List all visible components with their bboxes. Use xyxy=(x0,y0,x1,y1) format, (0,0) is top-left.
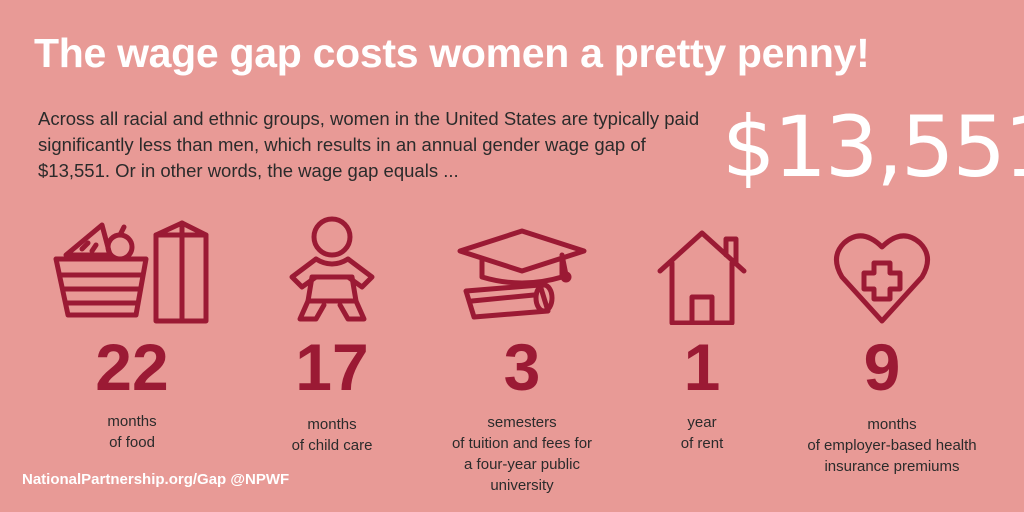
headline: The wage gap costs women a pretty penny! xyxy=(34,30,870,76)
food-icon-wrapper xyxy=(52,215,212,325)
child-care-caption: months of child care xyxy=(262,414,402,456)
health-caption-line: months xyxy=(867,416,917,433)
food-caption-line: of food xyxy=(109,434,155,451)
rent-year-number: 1 xyxy=(683,330,721,404)
child-care-months-number: 17 xyxy=(295,330,369,404)
child-care-caption-line: months xyxy=(307,416,357,433)
health-caption-line: of employer-based health xyxy=(807,437,977,454)
tuition-icon-wrapper xyxy=(452,215,592,325)
child-care-icon-wrapper xyxy=(272,215,392,325)
food-caption-line: months xyxy=(107,413,157,430)
tuition-caption-line: a four-year public xyxy=(464,456,580,473)
wage-gap-amount: $13,551 xyxy=(722,98,1024,196)
child-care-caption-line: of child care xyxy=(291,437,373,454)
tuition-caption: semesters of tuition and fees for a four… xyxy=(432,412,612,496)
baby-icon xyxy=(289,216,375,322)
health-caption-line: insurance premiums xyxy=(824,458,960,475)
rent-caption-line: of rent xyxy=(680,435,724,452)
food-months-number: 22 xyxy=(95,330,169,404)
tuition-semesters-number: 3 xyxy=(503,330,541,404)
heart-medical-icon xyxy=(834,233,930,324)
grocery-basket-icon xyxy=(53,220,209,324)
health-caption: months of employer-based health insuranc… xyxy=(792,414,992,477)
food-caption: months of food xyxy=(62,411,202,453)
tuition-caption-line: university xyxy=(490,477,554,494)
rent-icon-wrapper xyxy=(652,215,752,325)
rent-caption-line: year xyxy=(687,414,717,431)
health-icon-wrapper xyxy=(832,215,932,325)
tuition-caption-line: semesters xyxy=(487,414,557,431)
health-months-number: 9 xyxy=(863,330,901,404)
house-icon xyxy=(657,230,747,325)
graduation-cap-icon xyxy=(457,228,587,320)
rent-caption: year of rent xyxy=(642,412,762,454)
intro-paragraph: Across all racial and ethnic groups, wom… xyxy=(38,108,700,181)
tuition-caption-line: of tuition and fees for xyxy=(451,435,593,452)
footer-link[interactable]: NationalPartnership.org/Gap @NPWF xyxy=(22,471,290,488)
